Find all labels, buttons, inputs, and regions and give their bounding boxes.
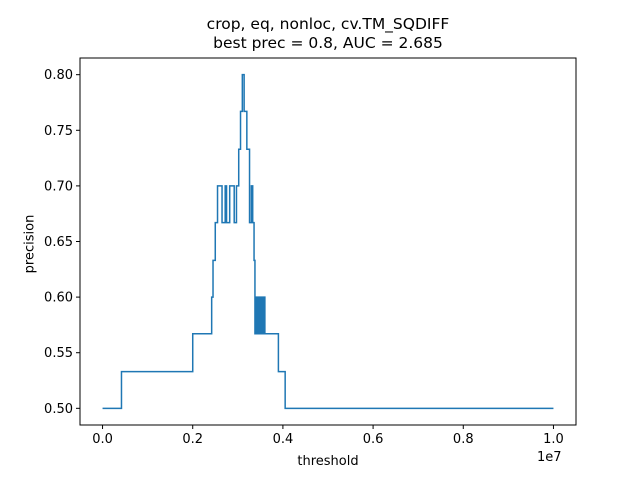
x-tick-label: 1.0: [543, 432, 564, 447]
y-tick-label: 0.65: [44, 235, 73, 250]
chart-title-line-2: best prec = 0.8, AUC = 2.685: [213, 34, 443, 52]
y-tick-label: 0.55: [44, 346, 73, 361]
x-tick-label: 0.2: [182, 432, 203, 447]
y-tick-label: 0.50: [44, 402, 73, 417]
y-axis-label: precision: [22, 214, 38, 274]
series-line-0: [102, 73, 554, 410]
axis-ticks: 0.0 0.2 0.4 0.6 0.8 1.0 0.50 0.55 0.60 0.65 0.70 0.…: [44, 68, 564, 447]
chart-title-line-1: crop, eq, nonloc, cv.TM_SQDIFF: [206, 15, 450, 33]
x-tick-label: 0.8: [453, 432, 474, 447]
y-tick-label: 0.70: [44, 179, 73, 194]
series-lines: [102, 73, 554, 410]
x-tick-label: 0.0: [92, 432, 113, 447]
axes-frame: [79, 57, 577, 426]
x-tick-label: 0.6: [363, 432, 384, 447]
y-tick-label: 0.80: [44, 68, 73, 83]
y-tick-label: 0.75: [44, 124, 73, 139]
x-tick-label: 0.4: [273, 432, 294, 447]
x-axis-offset-label: 1e7: [537, 450, 562, 465]
x-axis-label: threshold: [297, 454, 359, 469]
y-tick-label: 0.60: [44, 291, 73, 306]
